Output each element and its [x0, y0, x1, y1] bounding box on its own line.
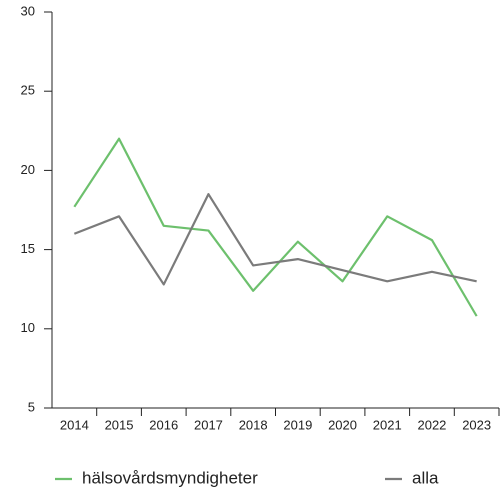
y-tick-label: 5 — [28, 399, 35, 414]
y-tick-label: 10 — [21, 320, 35, 335]
x-tick-label: 2022 — [417, 417, 446, 432]
y-tick-label: 20 — [21, 162, 35, 177]
y-tick-label: 15 — [21, 241, 35, 256]
x-tick-label: 2021 — [373, 417, 402, 432]
series-line — [73, 193, 477, 286]
series-line — [73, 137, 478, 317]
legend-label: alla — [412, 468, 439, 487]
x-tick-label: 2014 — [60, 417, 89, 432]
y-tick-label: 30 — [21, 3, 35, 18]
x-tick-label: 2017 — [194, 417, 223, 432]
x-tick-label: 2018 — [239, 417, 268, 432]
x-tick-label: 2020 — [328, 417, 357, 432]
x-tick-label: 2015 — [105, 417, 134, 432]
x-tick-label: 2023 — [462, 417, 491, 432]
y-tick-label: 25 — [21, 83, 35, 98]
x-tick-label: 2016 — [149, 417, 178, 432]
x-tick-label: 2019 — [283, 417, 312, 432]
legend-label: hälsovårdsmyndigheter — [82, 468, 258, 487]
